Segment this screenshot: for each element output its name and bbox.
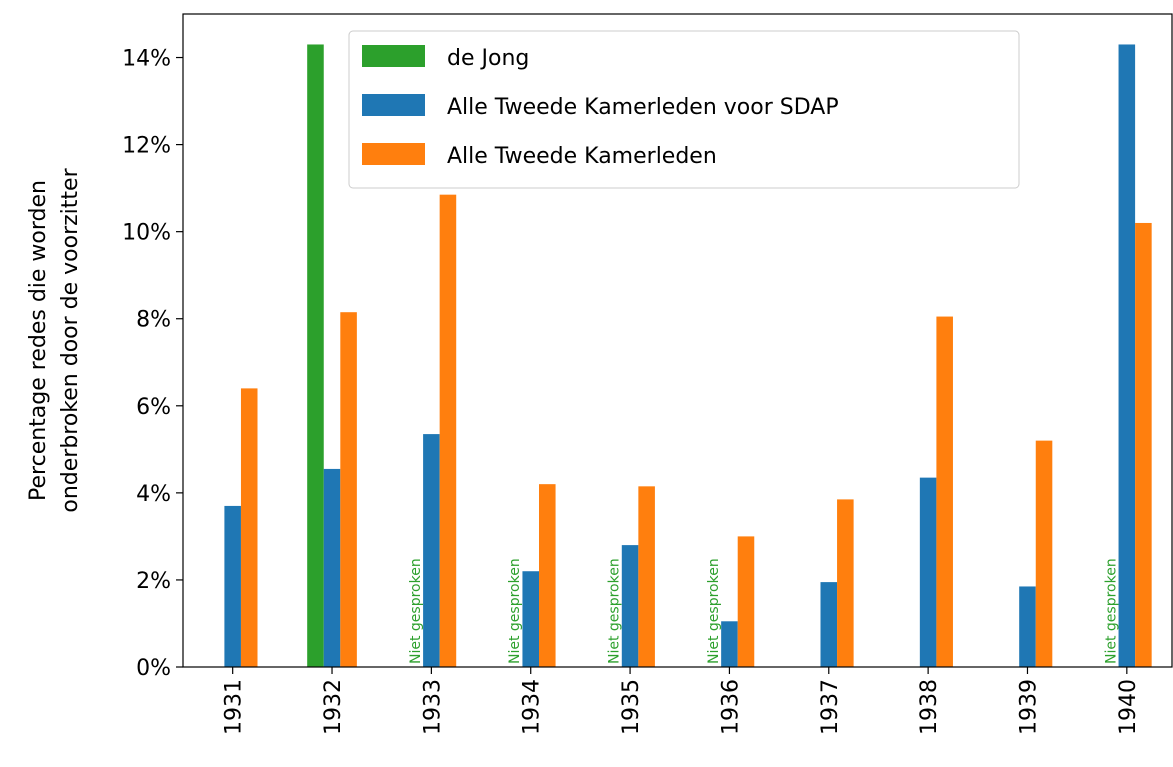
legend-frame: [348, 30, 1020, 189]
bar: [323, 468, 341, 667]
bar: [1035, 440, 1053, 667]
value-label: Niet gesproken: [706, 558, 722, 664]
bar: [1135, 222, 1152, 667]
y-tick-label: 6%: [136, 395, 171, 420]
value-label: Niet gesproken: [607, 558, 623, 664]
bar: [439, 194, 457, 667]
bar: [1019, 586, 1036, 667]
legend-swatch: [362, 143, 425, 165]
bar: [638, 486, 655, 667]
x-tick-label: 1932: [321, 679, 346, 735]
y-tick-label: 14%: [122, 47, 171, 72]
bar: [737, 536, 755, 667]
x-tick-label: 1934: [520, 679, 545, 735]
bar: [240, 388, 258, 667]
bar: [721, 621, 738, 667]
y-tick-label: 0%: [136, 656, 171, 681]
x-tick-label: 1938: [917, 679, 942, 735]
x-tick-label: 1937: [818, 679, 843, 735]
legend-swatch: [362, 94, 425, 116]
y-tick-label: 2%: [136, 569, 171, 594]
x-tick-label: 1935: [619, 679, 644, 735]
legend-swatch: [362, 45, 425, 67]
legend-label: de Jong: [447, 46, 529, 71]
bar: [820, 582, 838, 667]
plot-frame: [182, 13, 1173, 668]
value-label: Niet gesproken: [507, 558, 523, 664]
bar: [539, 484, 556, 667]
bar: [936, 316, 953, 667]
y-tick-label: 8%: [136, 308, 171, 333]
y-axis-label: Percentage redes die worden: [26, 180, 51, 501]
x-tick-label: 1940: [1116, 679, 1141, 735]
y-tick-label: 12%: [122, 134, 171, 159]
bar: [919, 477, 937, 667]
y-axis-label: onderbroken door de voorzitter: [58, 167, 83, 512]
x-tick-label: 1931: [222, 679, 247, 735]
legend-label: Alle Tweede Kamerleden: [447, 144, 717, 169]
legend: de Jong Alle Tweede Kamerleden voor SDAP A…: [348, 30, 1020, 189]
x-tick-label: 1936: [718, 679, 743, 735]
x-tick-label: 1939: [1016, 679, 1041, 735]
bar: [837, 499, 854, 667]
bar: [621, 545, 639, 667]
bar: [224, 505, 241, 667]
value-label: Niet gesproken: [1103, 558, 1119, 664]
bar: [340, 312, 357, 667]
x-tick-label: 1933: [420, 679, 445, 735]
y-tick-label: 10%: [122, 221, 171, 246]
bar: [1118, 44, 1136, 668]
y-tick-label: 4%: [136, 482, 171, 507]
bar: [307, 44, 324, 668]
bar: [423, 434, 440, 667]
legend-label: Alle Tweede Kamerleden voor SDAP: [447, 95, 839, 120]
value-label: Niet gesproken: [408, 558, 424, 664]
bar: [522, 571, 540, 667]
